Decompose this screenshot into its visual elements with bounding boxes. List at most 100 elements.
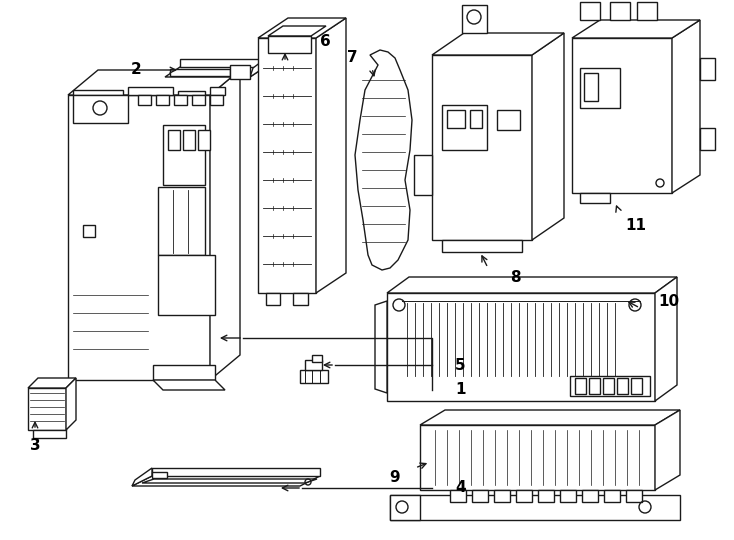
Polygon shape (153, 380, 225, 390)
Polygon shape (470, 110, 482, 128)
Polygon shape (268, 26, 326, 36)
Polygon shape (497, 110, 520, 130)
Polygon shape (414, 155, 432, 195)
Polygon shape (631, 378, 642, 394)
Polygon shape (390, 495, 680, 520)
Text: 3: 3 (29, 437, 40, 453)
Polygon shape (68, 95, 210, 380)
Polygon shape (198, 130, 210, 150)
Polygon shape (305, 360, 322, 370)
Polygon shape (83, 225, 95, 237)
Polygon shape (603, 378, 614, 394)
Polygon shape (152, 472, 167, 478)
Text: 1: 1 (455, 382, 465, 397)
Polygon shape (387, 293, 655, 401)
Polygon shape (170, 69, 230, 76)
Polygon shape (183, 130, 195, 150)
Polygon shape (575, 378, 586, 394)
Text: 9: 9 (389, 470, 400, 485)
Polygon shape (387, 277, 677, 293)
Polygon shape (580, 2, 600, 20)
Polygon shape (700, 128, 715, 150)
Polygon shape (268, 36, 311, 53)
Polygon shape (432, 55, 532, 240)
Polygon shape (168, 130, 180, 150)
Polygon shape (73, 95, 128, 123)
Polygon shape (672, 20, 700, 193)
Polygon shape (192, 95, 205, 105)
Polygon shape (73, 90, 123, 95)
Polygon shape (312, 355, 322, 362)
Polygon shape (210, 95, 223, 105)
Polygon shape (28, 388, 66, 430)
Polygon shape (589, 378, 600, 394)
Polygon shape (300, 370, 328, 383)
Polygon shape (152, 468, 320, 476)
Polygon shape (68, 70, 240, 95)
Polygon shape (293, 293, 308, 305)
Polygon shape (174, 95, 187, 105)
Polygon shape (210, 87, 225, 95)
Polygon shape (538, 490, 554, 502)
Polygon shape (655, 277, 677, 401)
Polygon shape (582, 490, 598, 502)
Polygon shape (447, 110, 465, 128)
Polygon shape (158, 255, 215, 315)
Polygon shape (266, 293, 280, 305)
Text: 6: 6 (320, 35, 331, 50)
Polygon shape (258, 18, 346, 38)
Polygon shape (158, 187, 205, 255)
Polygon shape (258, 38, 316, 293)
Polygon shape (316, 18, 346, 293)
Polygon shape (494, 490, 510, 502)
Polygon shape (580, 68, 620, 108)
Polygon shape (472, 490, 488, 502)
Polygon shape (626, 490, 642, 502)
Polygon shape (355, 50, 412, 270)
Polygon shape (617, 378, 628, 394)
Polygon shape (210, 70, 240, 380)
Polygon shape (163, 125, 205, 185)
Polygon shape (132, 476, 320, 486)
Polygon shape (604, 490, 620, 502)
Polygon shape (178, 91, 205, 95)
Polygon shape (66, 378, 76, 430)
Polygon shape (132, 468, 152, 486)
Polygon shape (250, 59, 265, 77)
Polygon shape (637, 2, 657, 20)
Text: 4: 4 (455, 481, 465, 496)
Text: 10: 10 (658, 294, 679, 309)
Polygon shape (420, 425, 655, 490)
Polygon shape (580, 193, 610, 203)
Polygon shape (462, 5, 487, 33)
Text: 7: 7 (347, 51, 358, 65)
Text: 8: 8 (510, 271, 520, 286)
Text: 5: 5 (455, 357, 465, 373)
Polygon shape (165, 67, 265, 77)
Polygon shape (420, 410, 680, 425)
Text: 2: 2 (131, 63, 142, 78)
Polygon shape (33, 430, 66, 438)
Polygon shape (610, 2, 630, 20)
Polygon shape (180, 59, 265, 67)
Polygon shape (560, 490, 576, 502)
Polygon shape (700, 58, 715, 80)
Polygon shape (432, 33, 564, 55)
Polygon shape (532, 33, 564, 240)
Polygon shape (442, 105, 487, 150)
Polygon shape (572, 38, 672, 193)
Polygon shape (230, 65, 250, 79)
Polygon shape (28, 378, 76, 388)
Polygon shape (138, 95, 151, 105)
Polygon shape (153, 365, 215, 380)
Polygon shape (156, 95, 169, 105)
Polygon shape (450, 490, 466, 502)
Polygon shape (442, 240, 522, 252)
Polygon shape (375, 301, 387, 393)
Polygon shape (655, 410, 680, 490)
Polygon shape (128, 87, 173, 95)
Text: 11: 11 (625, 218, 646, 233)
Polygon shape (142, 479, 317, 483)
Polygon shape (390, 495, 420, 520)
Polygon shape (584, 73, 598, 101)
